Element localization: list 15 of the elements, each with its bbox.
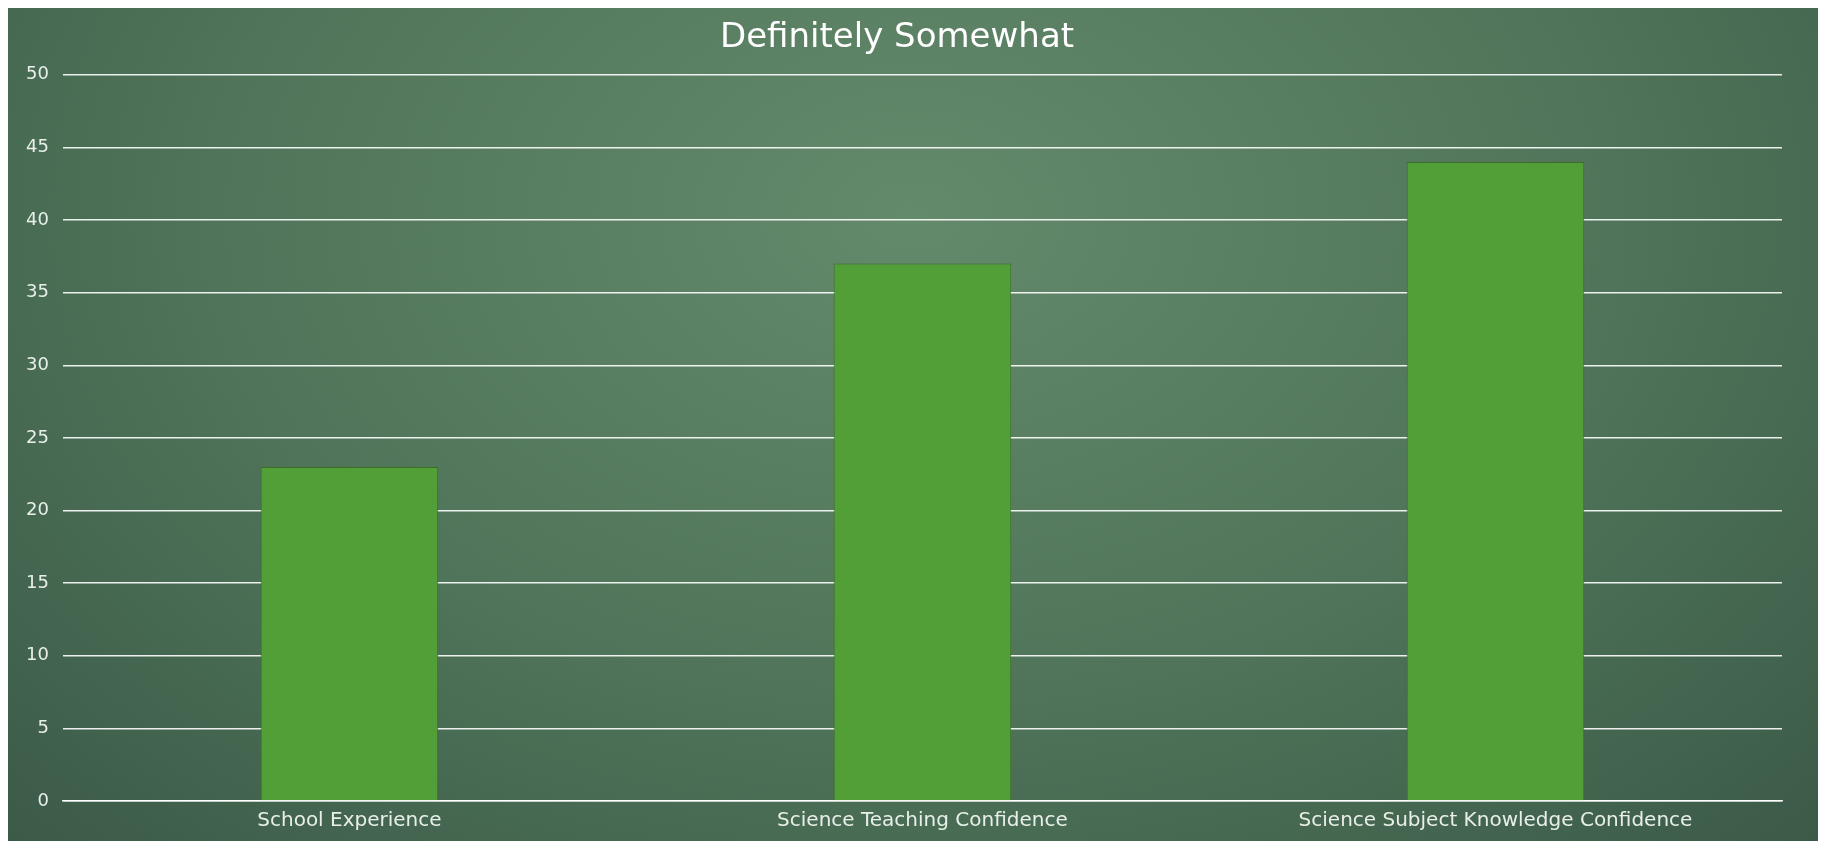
y-tick-label: 30	[26, 352, 49, 374]
y-tick-label: 15	[26, 570, 49, 592]
y-tick-label: 10	[26, 643, 49, 665]
y-tick-label: 0	[37, 788, 49, 810]
chart-title: Definitely Somewhat	[719, 15, 1075, 56]
y-tick-label: 5	[37, 716, 49, 738]
x-tick-label: Science Subject Knowledge Confidence	[1298, 807, 1693, 832]
y-tick-label: 20	[26, 498, 49, 520]
y-tick-label: 40	[26, 207, 49, 229]
y-tick-label: 50	[26, 62, 49, 84]
x-tick-label: School Experience	[257, 807, 442, 832]
y-tick-label: 45	[26, 135, 49, 157]
y-tick-label: 35	[26, 280, 49, 302]
y-tick-label: 25	[26, 425, 49, 447]
x-tick-label: Science Teaching Confidence	[777, 807, 1068, 832]
